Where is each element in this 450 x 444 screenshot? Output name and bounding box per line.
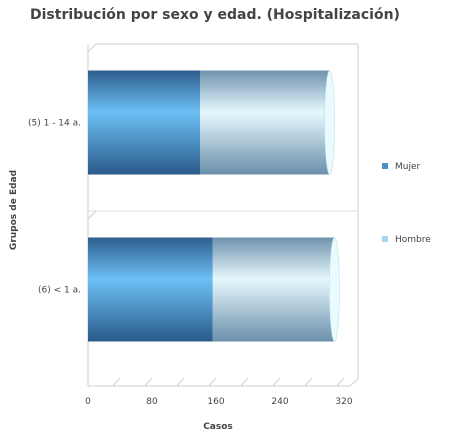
y-axis-title: Grupos de Edad <box>9 170 19 250</box>
legend-label-hombre: Hombre <box>395 235 431 245</box>
x-tick-240: 240 <box>271 397 288 407</box>
grid-tick <box>144 377 153 387</box>
x-tick-80: 80 <box>146 397 158 407</box>
gridlines <box>112 377 345 387</box>
grid-tick <box>336 377 345 387</box>
bar-hombre-1[interactable] <box>200 70 330 175</box>
bar-mujer-2[interactable] <box>88 237 213 342</box>
legend-item-mujer[interactable]: Mujer <box>382 162 421 172</box>
x-tick-320: 320 <box>335 397 352 407</box>
legend-swatch-hombre <box>382 236 388 242</box>
x-axis-title: Casos <box>203 422 233 432</box>
grid-tick <box>304 377 313 387</box>
x-tick-0: 0 <box>85 397 91 407</box>
legend-swatch-mujer <box>382 163 388 169</box>
y-tick-label-1: (5) 1 - 14 a. <box>28 119 81 129</box>
bar-mujer-1[interactable] <box>88 70 200 175</box>
grid-tick <box>112 377 121 387</box>
bar-hombre-2[interactable] <box>212 237 335 342</box>
bar-cap-1 <box>324 70 335 175</box>
x-tick-160: 160 <box>207 397 224 407</box>
legend-label-mujer: Mujer <box>395 162 421 172</box>
chart-title: Distribución por sexo y edad. (Hospitali… <box>30 7 400 23</box>
legend: Mujer Hombre <box>382 162 431 245</box>
bars <box>88 70 340 342</box>
legend-item-hombre[interactable]: Hombre <box>382 235 431 245</box>
bar-cap-2 <box>329 237 340 342</box>
x-tick-labels: 0 80 160 240 320 <box>85 397 353 407</box>
y-tick-label-2: (6) < 1 a. <box>38 286 81 296</box>
grid-tick <box>240 377 249 387</box>
grid-tick <box>176 377 185 387</box>
grid-tick <box>272 377 281 387</box>
y-tick-labels: (5) 1 - 14 a. (6) < 1 a. <box>28 119 81 296</box>
grid-tick <box>208 377 217 387</box>
